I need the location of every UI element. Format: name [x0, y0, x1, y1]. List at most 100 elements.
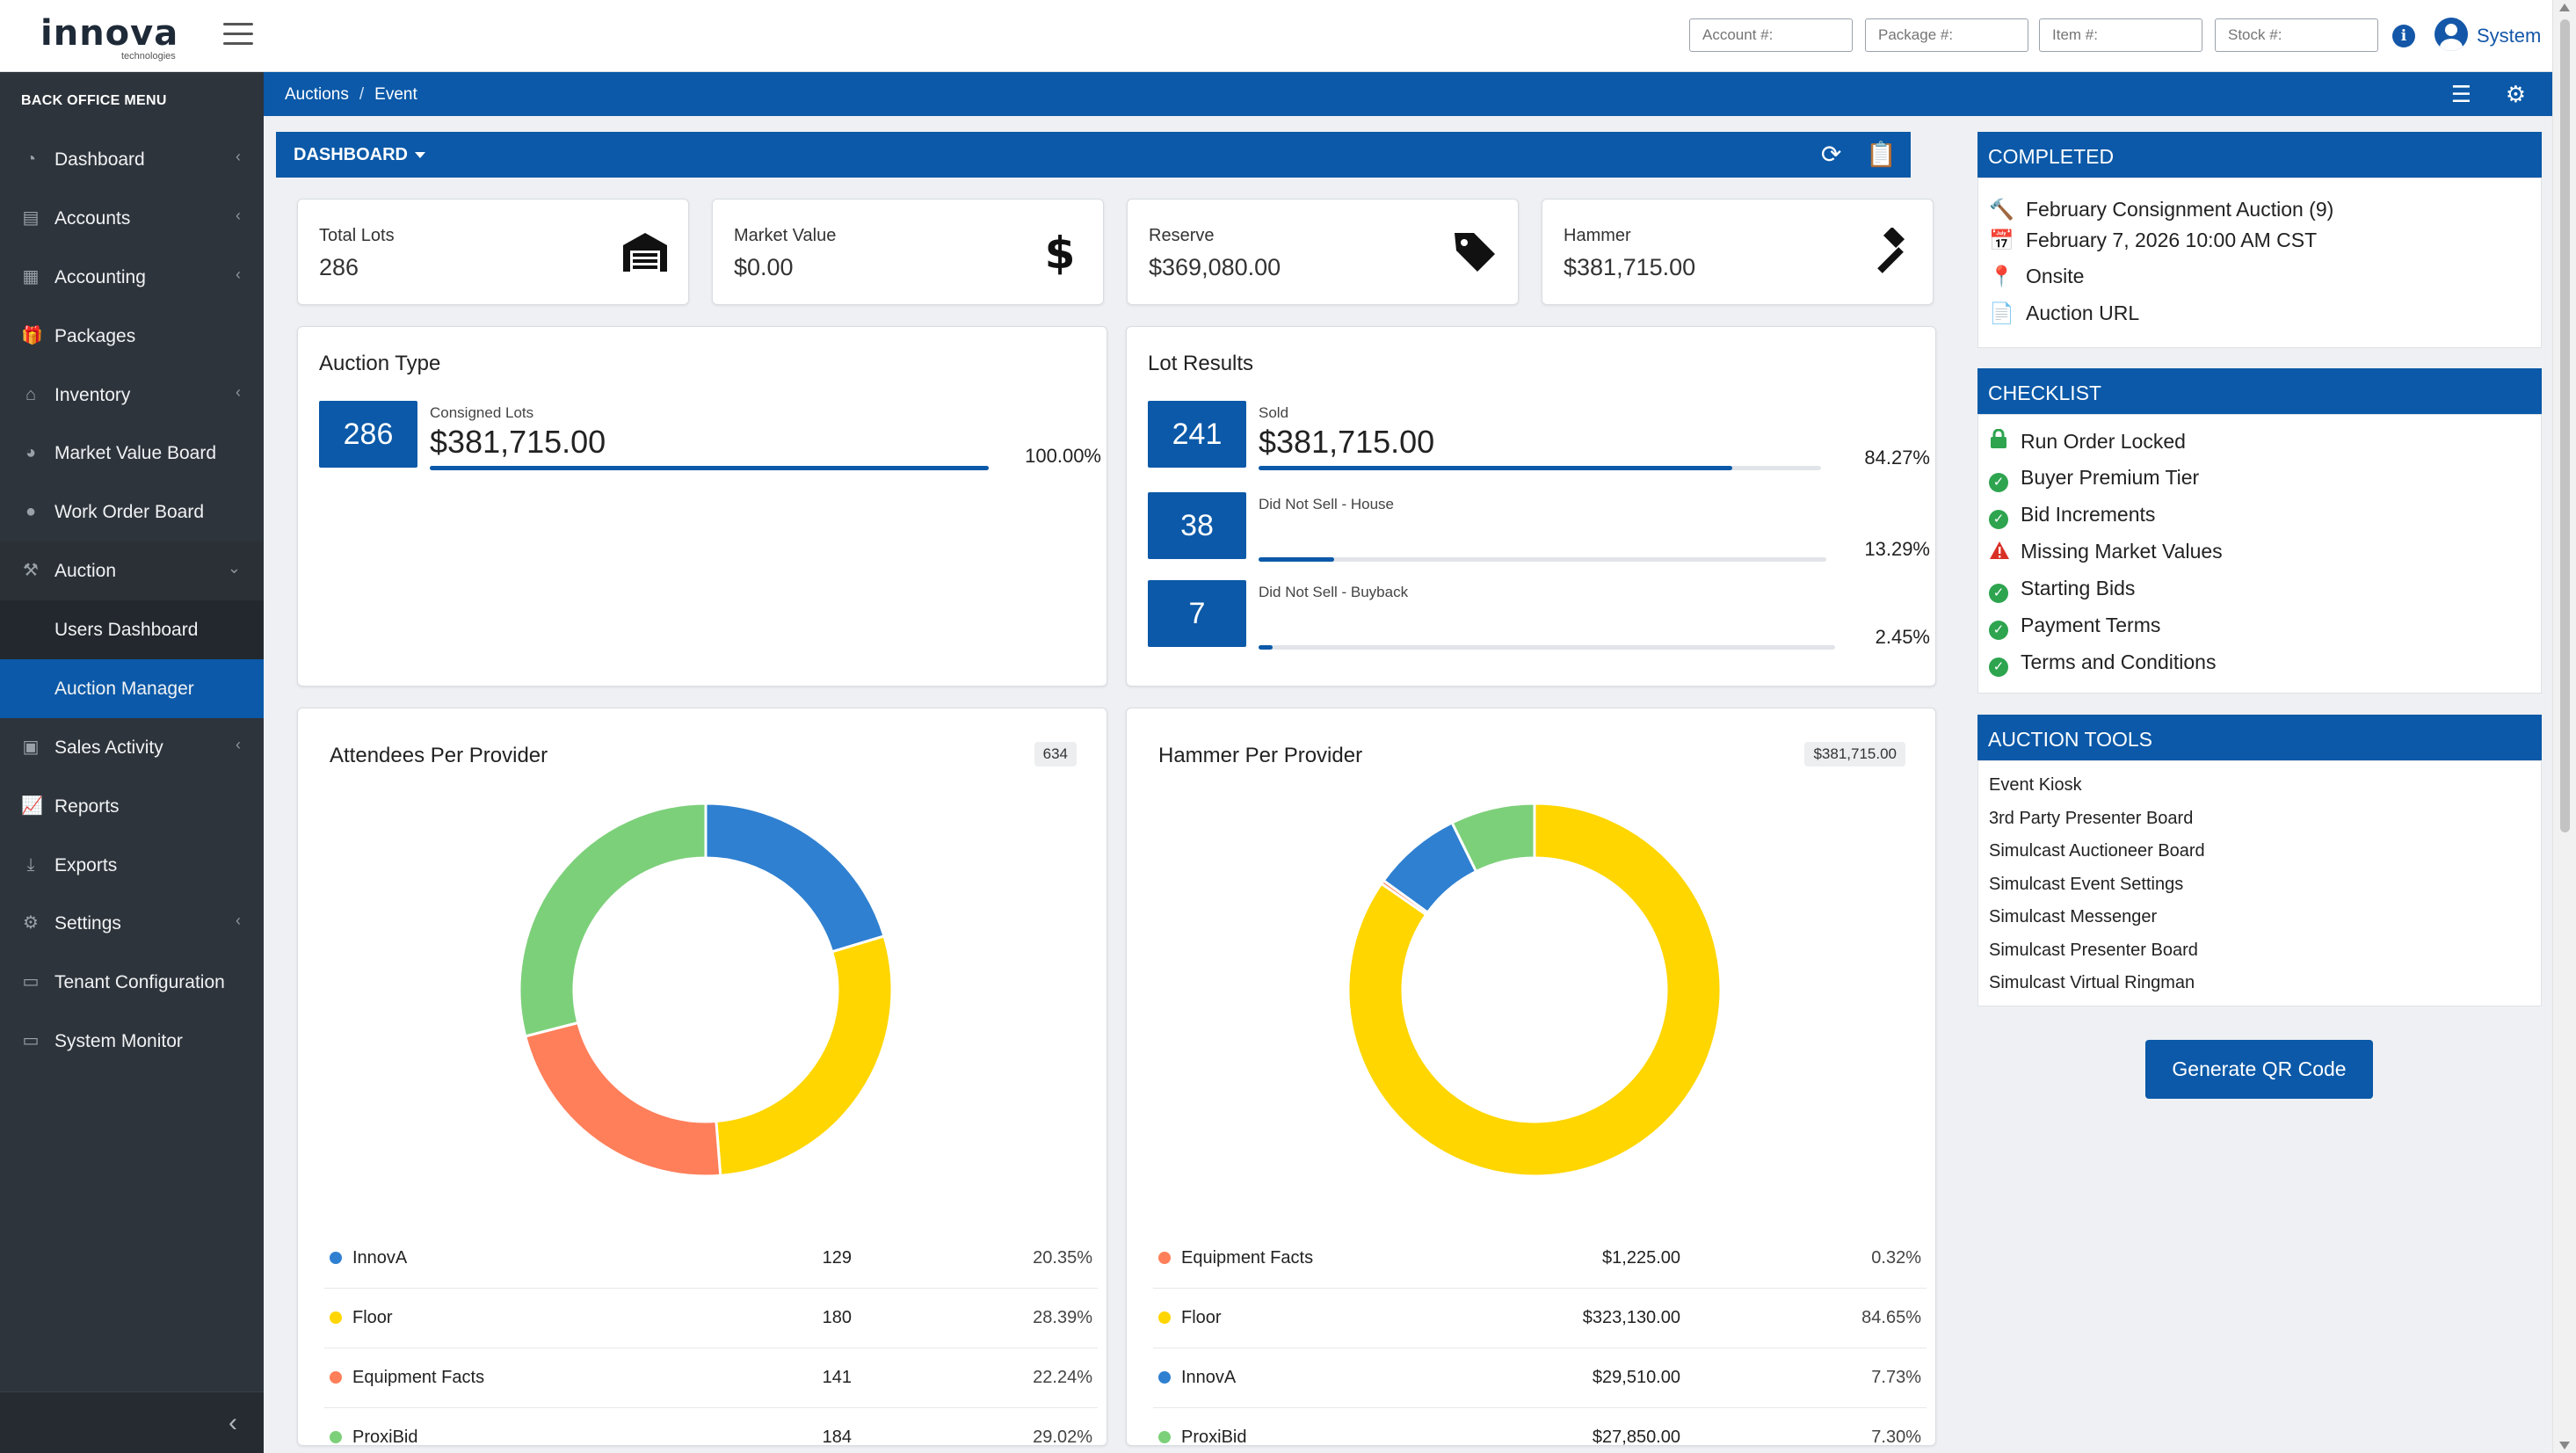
- sidebar-item-accounting[interactable]: ▦ Accounting ‹: [0, 248, 264, 307]
- sidebar-item-auction[interactable]: ⚒ Auction ⌄: [0, 541, 264, 601]
- gift-icon: 🎁: [21, 325, 43, 345]
- breadcrumb-auctions[interactable]: Auctions: [285, 85, 349, 104]
- item-number-input[interactable]: [2039, 18, 2202, 52]
- legend-dot-icon: [330, 1252, 342, 1264]
- legend-dot-icon: [330, 1371, 342, 1384]
- sidebar-item-label: Auction Manager: [54, 678, 194, 699]
- chevron-left-icon: ‹: [236, 206, 241, 224]
- donut-slice-proxibid[interactable]: [518, 802, 707, 1038]
- donut-slice-proxibid[interactable]: [1450, 802, 1536, 874]
- sold-percent: 84.27%: [1864, 447, 1930, 469]
- dollar-icon: $: [1036, 228, 1084, 279]
- sidebar-item-system-monitor[interactable]: ▭ System Monitor: [0, 1012, 264, 1071]
- sidebar-item-sales-activity[interactable]: ▣ Sales Activity ‹: [0, 718, 264, 777]
- scroll-down-icon[interactable]: [2559, 1442, 2570, 1449]
- auction-type-title: Auction Type: [319, 352, 441, 375]
- legend-value: 141: [822, 1368, 852, 1387]
- sidebar-item-label: Reports: [54, 796, 120, 817]
- completed-location: 📍 Onsite: [1989, 265, 2084, 288]
- worker-icon: ●: [25, 502, 37, 522]
- legend-percent: 0.32%: [1871, 1248, 1921, 1268]
- generate-qr-code-button[interactable]: Generate QR Code: [2145, 1040, 2373, 1099]
- breadcrumb-bar: Auctions / Event ☰ ⚙: [264, 72, 2552, 116]
- chevron-down-icon: ⌄: [227, 559, 241, 578]
- attendees-title: Attendees Per Provider: [330, 744, 548, 767]
- checklist-header: CHECKLIST: [1977, 368, 2542, 414]
- sidebar-item-settings[interactable]: ⚙ Settings ‹: [0, 894, 264, 953]
- chevron-left-icon: ‹: [236, 148, 241, 165]
- tool-link-simulcast-virtual-ringman[interactable]: Simulcast Virtual Ringman: [1989, 973, 2195, 992]
- innova-logo[interactable]: innova technologies: [40, 16, 178, 62]
- hammer-stat-card: Hammer $381,715.00: [1542, 199, 1934, 305]
- checklist-item-run-order-locked: Run Order Locked: [1989, 428, 2186, 454]
- sidebar-item-label: Packages: [54, 325, 136, 346]
- gavel-icon: 🔨: [1989, 198, 2014, 221]
- account-number-input[interactable]: [1689, 18, 1853, 52]
- tool-link-simulcast-event-settings[interactable]: Simulcast Event Settings: [1989, 874, 2184, 894]
- cogs-icon[interactable]: ⚙: [2505, 81, 2526, 107]
- lot-results-panel: Lot Results 241 Sold $381,715.00 84.27% 3…: [1126, 326, 1936, 687]
- legend-name: Floor: [1181, 1308, 1222, 1327]
- auction-url-link[interactable]: Auction URL: [2026, 301, 2140, 324]
- tag-icon: [1451, 228, 1498, 275]
- page-scrollbar[interactable]: [2552, 0, 2576, 1453]
- donut-slice-floor[interactable]: [715, 934, 894, 1177]
- sidebar-item-packages[interactable]: 🎁 Packages: [0, 307, 264, 366]
- scroll-up-icon[interactable]: [2559, 4, 2570, 11]
- sidebar-item-accounts[interactable]: ▤ Accounts ‹: [0, 189, 264, 248]
- sidebar-toggle-icon[interactable]: [223, 23, 253, 47]
- donut-slice-equipment-facts[interactable]: [523, 1021, 722, 1178]
- legend-percent: 29.02%: [1033, 1428, 1092, 1447]
- tool-link-simulcast-messenger[interactable]: Simulcast Messenger: [1989, 907, 2158, 926]
- calendar-icon: 📅: [1989, 229, 2014, 251]
- checklist-label: Bid Increments: [2021, 503, 2156, 526]
- donut-slice-innova[interactable]: [704, 802, 886, 954]
- tool-link-event-kiosk[interactable]: Event Kiosk: [1989, 775, 2082, 795]
- sidebar-item-tenant-configuration[interactable]: ▭ Tenant Configuration: [0, 953, 264, 1012]
- sidebar-item-auction-manager[interactable]: Auction Manager: [0, 658, 264, 718]
- clipboard-icon: ▣: [22, 737, 40, 757]
- package-number-input[interactable]: [1865, 18, 2028, 52]
- tool-link-simulcast-presenter-board[interactable]: Simulcast Presenter Board: [1989, 940, 2198, 960]
- hammer-value: $381,715.00: [1564, 254, 1696, 280]
- download-icon: ⤓: [26, 854, 35, 875]
- user-avatar-icon[interactable]: [2435, 18, 2468, 51]
- tool-link-simulcast-auctioneer-board[interactable]: Simulcast Auctioneer Board: [1989, 841, 2205, 861]
- sidebar-item-label: Exports: [54, 854, 118, 875]
- legend-name: ProxiBid: [352, 1428, 418, 1447]
- chart-icon: ◕: [25, 443, 37, 463]
- info-icon[interactable]: i: [2392, 25, 2415, 47]
- reserve-label: Reserve: [1149, 226, 1215, 245]
- hammer-legend-row-proxibid: ProxiBid $27,850.00 7.30%: [1153, 1408, 1927, 1453]
- clipboard-user-icon[interactable]: 📋: [1866, 141, 1897, 168]
- user-name[interactable]: System: [2477, 25, 2542, 47]
- sidebar-item-label: Accounting: [54, 266, 146, 287]
- event-name: February Consignment Auction (9): [2026, 198, 2334, 221]
- sidebar-item-dashboard[interactable]: ◔ Dashboard ‹: [0, 130, 264, 189]
- sidebar-item-exports[interactable]: ⤓ Exports: [0, 836, 264, 895]
- stock-number-input[interactable]: [2215, 18, 2378, 52]
- completed-date: 📅 February 7, 2026 10:00 AM CST: [1989, 229, 2317, 252]
- legend-name: Floor: [352, 1308, 393, 1327]
- sidebar-item-market-value-board[interactable]: ◕ Market Value Board: [0, 424, 264, 483]
- checklist-item-payment-terms: ✓ Payment Terms: [1989, 614, 2160, 640]
- tool-link-3rd-party-presenter-board[interactable]: 3rd Party Presenter Board: [1989, 808, 2194, 828]
- sidebar-item-inventory[interactable]: ⌂ Inventory ‹: [0, 366, 264, 425]
- sidebar-item-work-order-board[interactable]: ● Work Order Board: [0, 483, 264, 541]
- legend-percent: 7.73%: [1871, 1368, 1921, 1387]
- sold-bar: [1259, 466, 1821, 470]
- sidebar-collapse-button[interactable]: ‹: [0, 1391, 264, 1453]
- completed-url[interactable]: 📄 Auction URL: [1989, 301, 2139, 325]
- legend-value: 180: [822, 1308, 852, 1327]
- dashboard-dropdown[interactable]: DASHBOARD: [294, 145, 425, 165]
- sidebar-item-label: Inventory: [54, 384, 131, 405]
- did-not-sell-house-bar: [1259, 557, 1826, 562]
- sidebar-item-reports[interactable]: 📈 Reports: [0, 777, 264, 836]
- attendees-total-badge: 634: [1034, 742, 1077, 766]
- donut-slice-floor[interactable]: [1346, 802, 1723, 1178]
- scrollbar-thumb[interactable]: [2560, 19, 2570, 832]
- list-menu-icon[interactable]: ☰: [2450, 81, 2472, 107]
- sidebar-item-users-dashboard[interactable]: Users Dashboard: [0, 600, 264, 660]
- refresh-icon[interactable]: ⟳: [1820, 141, 1842, 168]
- breadcrumb-event: Event: [374, 85, 417, 104]
